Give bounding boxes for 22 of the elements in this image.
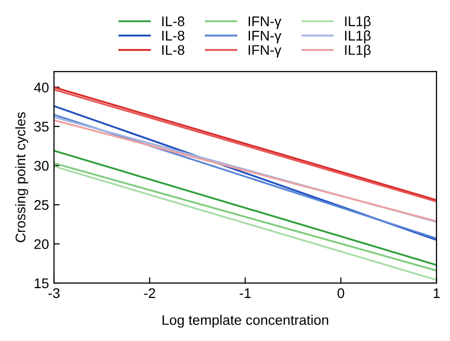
y-tick-label: 30 <box>34 160 49 171</box>
legend-label: IL-8 <box>162 30 184 41</box>
y-tick-label: 35 <box>34 122 49 132</box>
legend-label: IL-8 <box>162 45 184 55</box>
legend-label: IL1β <box>345 44 371 58</box>
y-tick-label: 20 <box>34 239 49 250</box>
y-tick-label: 40 <box>34 82 49 92</box>
legend-label: IL1β <box>345 16 371 29</box>
legend-label: IL-8 <box>162 16 184 26</box>
x-tick-label: 0 <box>338 288 344 298</box>
x-tick-label: -2 <box>144 288 156 298</box>
legend-label: IFN-γ <box>248 30 282 44</box>
legend-label: IFN-γ <box>248 16 282 29</box>
x-tick-label: 1 <box>434 288 440 298</box>
y-tick-label: 25 <box>34 200 49 210</box>
x-tick-label: -1 <box>240 288 251 298</box>
x-tick-label: -3 <box>48 288 60 298</box>
y-tick-label: 15 <box>34 278 49 288</box>
x-axis-title: Log template concentration <box>162 314 328 328</box>
y-axis-title: Crossing point cycles <box>15 112 28 242</box>
legend-label: IFN-γ <box>248 45 282 58</box>
legend-label: IL1β <box>345 30 371 44</box>
